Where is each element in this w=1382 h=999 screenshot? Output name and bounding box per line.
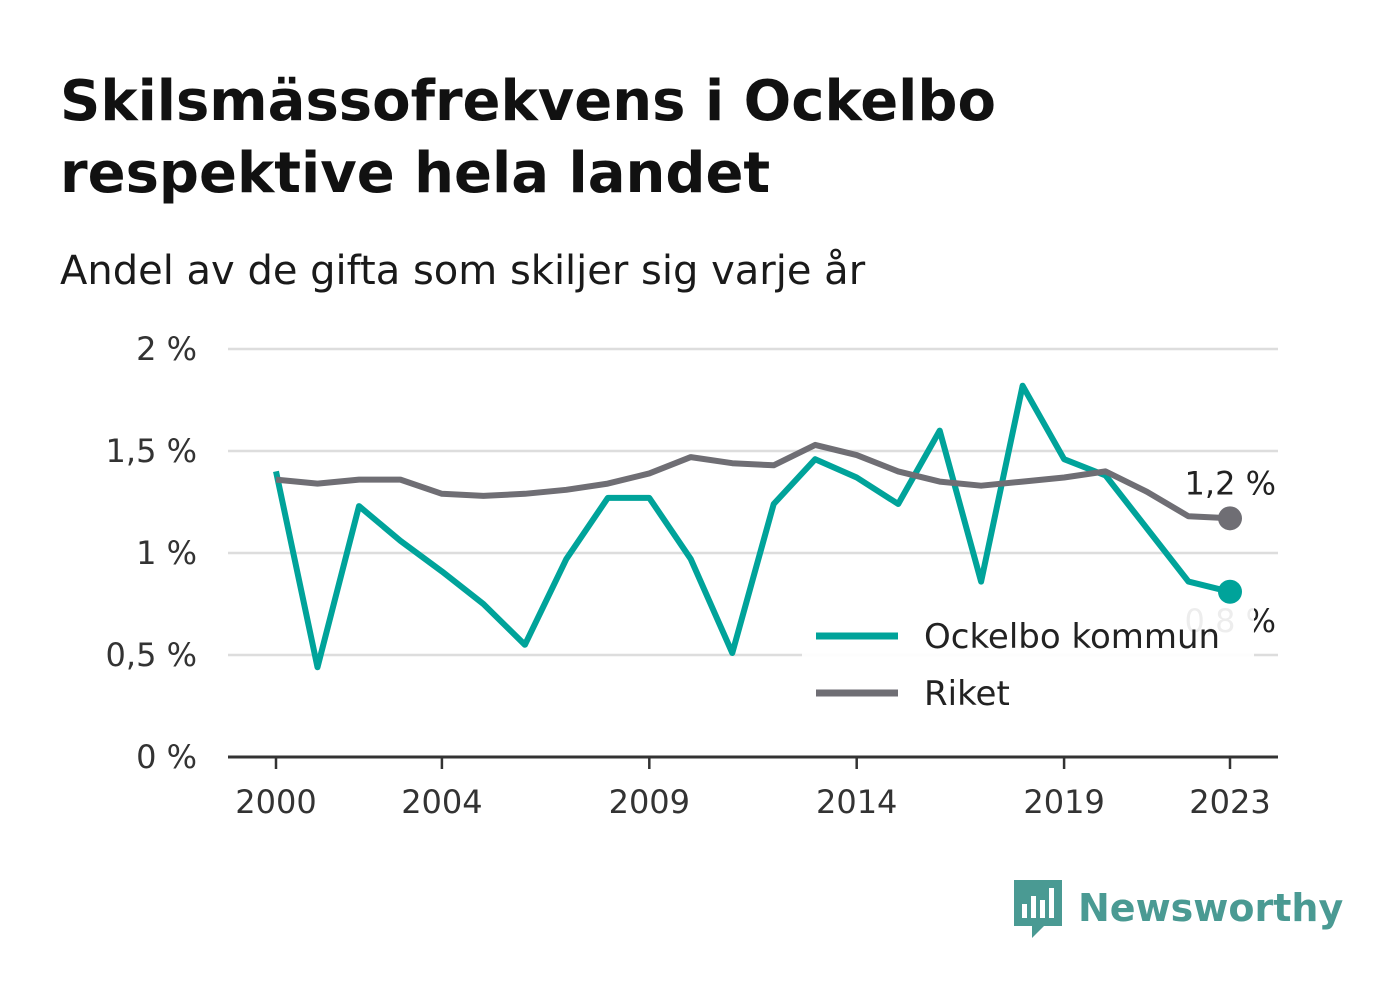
series-line-ockelbo (273, 382, 1231, 671)
series-end-point (1218, 506, 1242, 531)
legend-label: Riket (924, 674, 1010, 714)
x-tick-label: 2004 (401, 783, 482, 821)
x-tick-label: 2000 (235, 783, 316, 821)
y-tick-label: 0,5 % (106, 636, 197, 674)
x-tick-label: 2019 (1023, 783, 1104, 821)
y-tick-label: 2 % (136, 330, 197, 368)
series-end-point (1218, 579, 1242, 604)
legend-label: Ockelbo kommun (924, 617, 1220, 657)
newsworthy-bar-chart-icon (1014, 880, 1062, 938)
y-tick-label: 1,5 % (106, 432, 197, 470)
chart-subtitle: Andel av de gifta som skiljer sig varje … (60, 248, 866, 294)
brand-name: Newsworthy (1078, 886, 1344, 930)
x-tick-label: 2014 (816, 783, 897, 821)
x-tick-label: 2009 (609, 783, 690, 821)
legend-background (802, 604, 1254, 728)
y-tick-label: 1 % (136, 534, 197, 572)
series-line-riket (275, 441, 1231, 522)
chart-title: Skilsmässofrekvens i Ockelbo respektive … (60, 69, 996, 206)
x-tick-label: 2023 (1189, 783, 1270, 821)
brand-logo: Newsworthy (1010, 876, 1343, 940)
series-end-label: 1,2 % (1185, 464, 1276, 502)
y-tick-label: 0 % (136, 738, 197, 776)
